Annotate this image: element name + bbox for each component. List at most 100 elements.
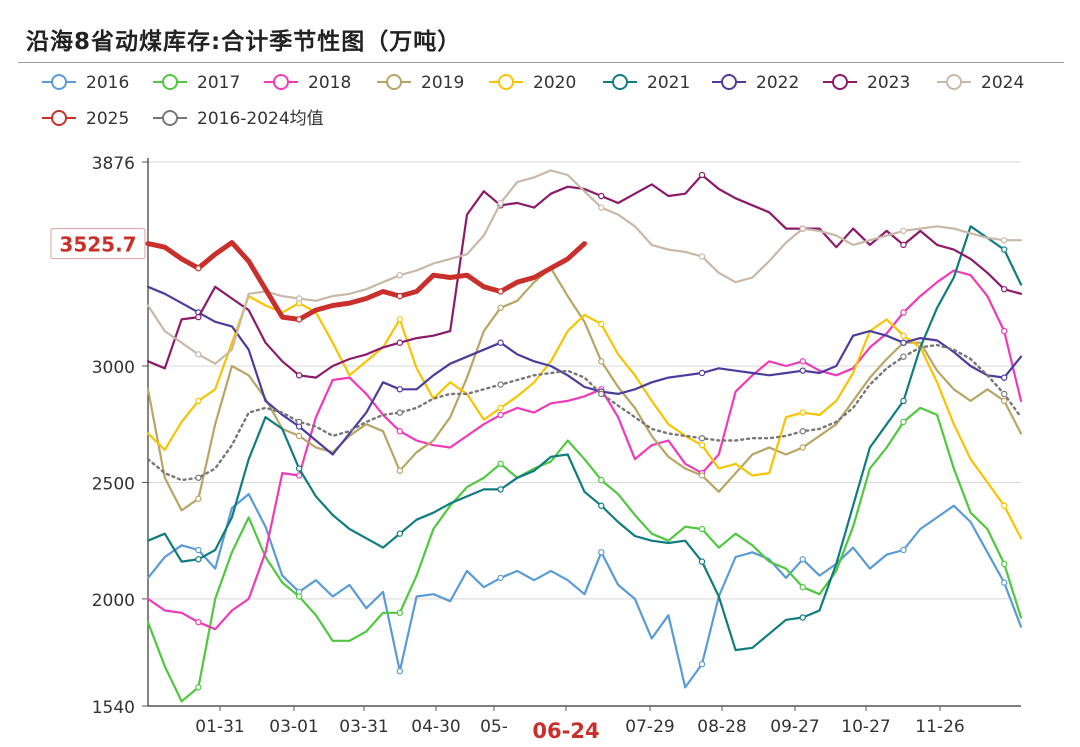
data-point xyxy=(1001,397,1008,405)
data-point xyxy=(295,372,303,379)
data-point xyxy=(295,316,303,323)
x-tick-label: 03-31 xyxy=(339,717,388,737)
x-tick-label-highlighted: 06-24 xyxy=(532,719,599,743)
data-point xyxy=(1001,327,1008,335)
data-point xyxy=(396,386,404,393)
x-tick-label: 07-29 xyxy=(625,717,674,737)
series-line-2021 xyxy=(146,225,1023,652)
y-tick-label: 3876 xyxy=(92,154,135,174)
data-point xyxy=(396,271,404,279)
data-point xyxy=(295,432,303,440)
data-point xyxy=(497,411,504,419)
legend-marker-icon[interactable] xyxy=(162,74,178,90)
legend-label-2018[interactable]: 2018 xyxy=(308,73,351,93)
data-point xyxy=(497,404,504,412)
data-point xyxy=(900,332,907,339)
data-point xyxy=(900,309,907,316)
legend-marker-icon[interactable] xyxy=(498,74,514,90)
data-point xyxy=(497,381,504,388)
data-point xyxy=(295,295,303,302)
x-tick-label: 10-27 xyxy=(841,717,890,737)
legend-marker-icon[interactable] xyxy=(51,74,67,90)
legend-label-2025[interactable]: 2025 xyxy=(86,109,129,129)
legend-label-2023[interactable]: 2023 xyxy=(867,73,910,93)
legend-label-2020[interactable]: 2020 xyxy=(533,73,576,93)
data-point xyxy=(598,476,605,484)
data-point xyxy=(295,465,303,472)
legend-marker-icon[interactable] xyxy=(721,74,737,90)
data-point xyxy=(698,558,706,565)
data-point xyxy=(195,618,202,626)
data-point xyxy=(900,418,907,426)
legend-marker-icon[interactable] xyxy=(612,74,628,90)
data-point xyxy=(900,339,907,346)
series-line-2023 xyxy=(146,173,1023,379)
legend-label-2016-2024[interactable]: 2016-2024均值 xyxy=(197,109,324,129)
data-point xyxy=(698,171,706,179)
data-point xyxy=(195,264,202,272)
data-point xyxy=(497,304,504,311)
data-point xyxy=(900,241,907,249)
data-point xyxy=(1001,390,1008,398)
legend-marker-icon[interactable] xyxy=(832,74,848,90)
data-point xyxy=(598,204,605,211)
data-point xyxy=(195,684,202,691)
data-point xyxy=(598,390,605,398)
data-point xyxy=(195,556,202,563)
data-point xyxy=(698,441,706,449)
x-tick-label: 05- xyxy=(480,717,508,737)
legend-marker-icon[interactable] xyxy=(273,74,289,90)
legend-label-2024[interactable]: 2024 xyxy=(981,73,1024,93)
value-callout-label: 3525.7 xyxy=(59,233,136,257)
data-point xyxy=(295,418,303,426)
data-point xyxy=(1001,502,1008,509)
data-point xyxy=(195,474,202,481)
data-point xyxy=(900,546,907,554)
legend-label-2022[interactable]: 2022 xyxy=(756,73,799,93)
data-point xyxy=(396,316,404,323)
legend-marker-icon[interactable] xyxy=(946,74,962,90)
data-point xyxy=(396,530,404,537)
y-tick-label: 2500 xyxy=(92,474,135,494)
data-point xyxy=(598,502,605,509)
data-point xyxy=(900,397,907,405)
series-line-2019 xyxy=(146,267,1023,512)
data-point xyxy=(698,434,706,442)
legend-marker-icon[interactable] xyxy=(51,110,67,126)
title-divider xyxy=(18,62,1064,63)
series-line-2017 xyxy=(146,406,1023,703)
data-point xyxy=(1001,374,1008,381)
data-point xyxy=(799,584,806,591)
legend-label-2017[interactable]: 2017 xyxy=(197,73,240,93)
data-point xyxy=(799,225,806,232)
series-line-2025 xyxy=(145,240,587,322)
series-line-2020 xyxy=(146,295,1023,540)
data-point xyxy=(799,444,806,451)
data-point xyxy=(396,467,404,474)
legend-marker-icon[interactable] xyxy=(162,110,178,126)
data-point xyxy=(598,192,605,200)
series-line-2022 xyxy=(146,285,1023,456)
legend-label-2016[interactable]: 2016 xyxy=(86,73,129,93)
data-point xyxy=(396,292,404,300)
data-point xyxy=(295,472,303,479)
x-tick-label: 01-31 xyxy=(195,717,244,737)
data-point xyxy=(396,428,404,435)
x-tick-label: 04-30 xyxy=(411,717,460,737)
data-point xyxy=(799,428,806,435)
data-point xyxy=(1001,237,1008,244)
data-point xyxy=(295,593,303,600)
legend-marker-icon[interactable] xyxy=(386,74,402,90)
data-point xyxy=(598,358,605,365)
data-point xyxy=(1001,285,1008,293)
legend-label-2019[interactable]: 2019 xyxy=(421,73,464,93)
data-point xyxy=(396,667,404,675)
x-tick-label: 11-26 xyxy=(915,717,964,737)
y-tick-label: 3000 xyxy=(92,358,135,378)
data-point xyxy=(396,609,404,617)
data-point xyxy=(698,525,706,533)
data-point xyxy=(195,351,202,358)
data-point xyxy=(799,556,806,563)
legend-label-2021[interactable]: 2021 xyxy=(647,73,690,93)
